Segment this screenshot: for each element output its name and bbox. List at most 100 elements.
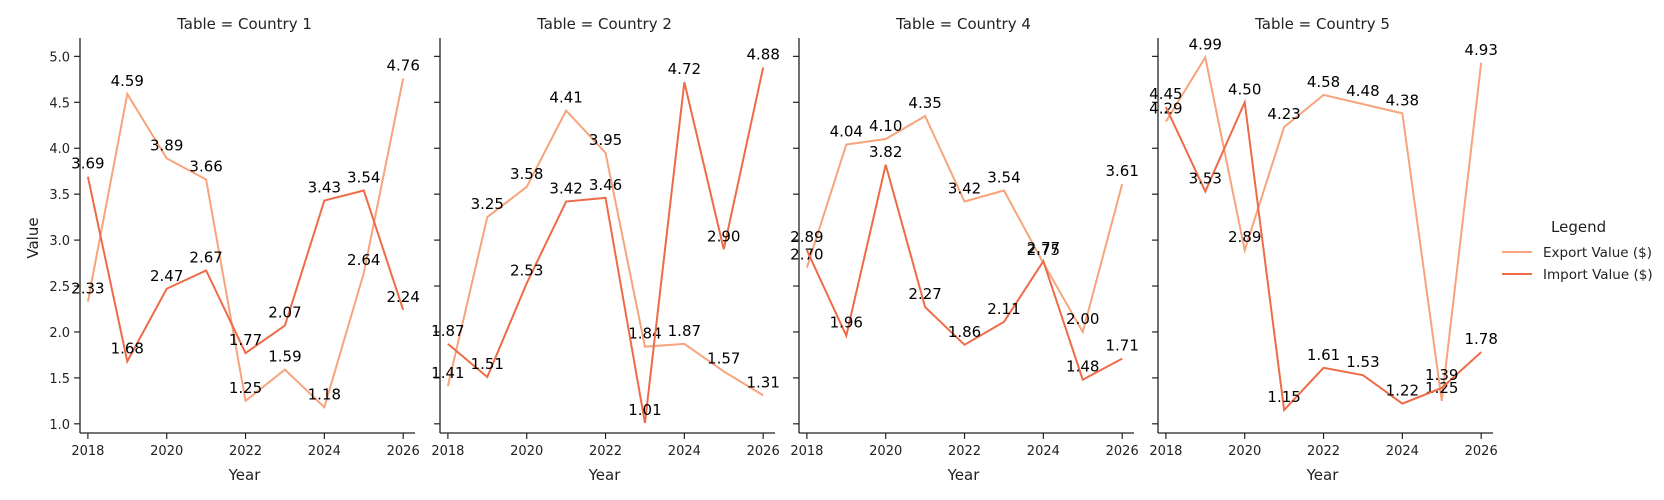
series-line-import-value bbox=[86, 176, 405, 365]
data-label: 1.22 bbox=[1386, 382, 1419, 400]
panel-2: Table = Country 2 2018 2020 2022 2024 2026 Yea… bbox=[431, 15, 780, 484]
data-label: 2.67 bbox=[189, 248, 222, 266]
data-label: 3.95 bbox=[589, 131, 622, 149]
y-tick-label: 3.5 bbox=[49, 188, 70, 203]
data-label: 1.01 bbox=[628, 401, 661, 419]
data-label: 1.48 bbox=[1066, 358, 1099, 376]
legend-entry-label: Import Value ($) bbox=[1543, 267, 1653, 283]
data-label: 1.39 bbox=[1425, 366, 1458, 384]
data-label: 1.68 bbox=[111, 339, 144, 357]
data-label: 1.61 bbox=[1307, 346, 1340, 364]
data-label: 2.89 bbox=[790, 228, 823, 246]
data-label: 2.00 bbox=[1066, 310, 1099, 328]
data-label: 2.33 bbox=[71, 280, 104, 298]
panel-title: Table = Country 1 bbox=[176, 15, 312, 33]
data-label: 4.04 bbox=[830, 123, 863, 141]
data-label: 4.59 bbox=[111, 72, 144, 90]
x-tick-label: 2020 bbox=[869, 444, 902, 459]
data-label: 3.43 bbox=[308, 179, 341, 197]
data-label: 1.71 bbox=[1105, 337, 1138, 355]
data-label: 1.87 bbox=[431, 322, 464, 340]
data-label: 3.54 bbox=[987, 168, 1020, 186]
data-label: 1.18 bbox=[308, 385, 341, 403]
data-label: 2.77 bbox=[1027, 239, 1060, 257]
y-tick-label: 4.0 bbox=[49, 142, 70, 157]
x-tick-label: 2026 bbox=[747, 444, 780, 459]
data-label: 4.35 bbox=[908, 94, 941, 112]
x-tick-label: 2018 bbox=[1149, 444, 1182, 459]
data-label: 3.61 bbox=[1105, 162, 1138, 180]
x-tick-label: 2020 bbox=[1228, 444, 1261, 459]
x-tick-label: 2024 bbox=[1027, 444, 1060, 459]
data-label: 4.72 bbox=[668, 60, 701, 78]
panel-4: Table = Country 5 2018 2020 2022 2024 2026 Yea… bbox=[1149, 15, 1498, 484]
legend-title: Legend bbox=[1551, 218, 1606, 236]
data-label: 2.64 bbox=[347, 251, 380, 269]
data-label: 4.45 bbox=[1149, 85, 1182, 103]
data-label: 1.57 bbox=[707, 349, 740, 367]
data-label: 2.07 bbox=[268, 304, 301, 322]
data-label: 3.89 bbox=[150, 136, 183, 154]
x-tick-label: 2022 bbox=[229, 444, 262, 459]
data-label: 1.84 bbox=[628, 325, 661, 343]
data-label: 4.88 bbox=[746, 45, 779, 63]
x-tick-label: 2022 bbox=[1307, 444, 1340, 459]
data-label: 1.78 bbox=[1464, 330, 1497, 348]
series-line-export-value bbox=[805, 114, 1124, 335]
x-tick-label: 2018 bbox=[431, 444, 464, 459]
y-axis-label: Value bbox=[24, 217, 42, 258]
data-label: 1.77 bbox=[229, 331, 262, 349]
data-label: 3.25 bbox=[471, 195, 504, 213]
series-line-export-value bbox=[86, 78, 405, 410]
x-tick-label: 2020 bbox=[510, 444, 543, 459]
data-label: 1.25 bbox=[229, 379, 262, 397]
data-label: 2.89 bbox=[1228, 228, 1261, 246]
x-tick-label: 2026 bbox=[387, 444, 420, 459]
data-label: 4.76 bbox=[386, 56, 419, 74]
data-label: 2.75 bbox=[1027, 241, 1060, 259]
legend: Legend Export Value ($) Import Value ($) bbox=[1502, 218, 1653, 283]
panel-title: Table = Country 5 bbox=[1254, 15, 1390, 33]
data-label: 3.82 bbox=[869, 143, 902, 161]
x-tick-label: 2020 bbox=[150, 444, 183, 459]
y-tick-label: 1.0 bbox=[49, 418, 70, 433]
data-label: 1.59 bbox=[268, 348, 301, 366]
x-tick-label: 2018 bbox=[71, 444, 104, 459]
data-label: 1.51 bbox=[471, 355, 504, 373]
y-tick-label: 2.0 bbox=[49, 326, 70, 341]
data-label: 4.41 bbox=[549, 89, 582, 107]
x-axis-label: Year bbox=[947, 466, 981, 484]
data-label: 1.86 bbox=[948, 323, 981, 341]
data-label: 1.31 bbox=[746, 373, 779, 391]
data-label: 4.48 bbox=[1346, 82, 1379, 100]
series-line-export-value bbox=[446, 108, 764, 397]
y-tick-label: 5.0 bbox=[49, 50, 70, 65]
data-label: 2.70 bbox=[790, 246, 823, 264]
data-label: 3.66 bbox=[189, 157, 222, 175]
data-label: 4.58 bbox=[1307, 73, 1340, 91]
data-label: 2.47 bbox=[150, 267, 183, 285]
series-line-export-value bbox=[1165, 54, 1483, 401]
series-line-import-value bbox=[1164, 98, 1482, 413]
data-label: 3.69 bbox=[71, 155, 104, 173]
x-tick-label: 2026 bbox=[1465, 444, 1498, 459]
data-label: 4.10 bbox=[869, 117, 902, 135]
data-label: 4.50 bbox=[1228, 80, 1261, 98]
panel-title: Table = Country 2 bbox=[536, 15, 672, 33]
data-label: 3.46 bbox=[589, 176, 622, 194]
x-tick-label: 2022 bbox=[589, 444, 622, 459]
panel-1: Table = Country 1 1.0 1.5 2.0 2.5 3.0 3.5 4.0 4.… bbox=[24, 15, 420, 484]
x-axis-label: Year bbox=[588, 466, 622, 484]
data-label: 1.87 bbox=[668, 322, 701, 340]
data-label: 1.96 bbox=[830, 314, 863, 332]
data-label: 3.42 bbox=[549, 180, 582, 198]
data-label: 2.53 bbox=[510, 261, 543, 279]
x-tick-label: 2018 bbox=[790, 444, 823, 459]
data-label: 2.90 bbox=[707, 227, 740, 245]
panel-title: Table = Country 4 bbox=[895, 15, 1031, 33]
data-label: 2.24 bbox=[386, 288, 419, 306]
x-tick-label: 2022 bbox=[948, 444, 981, 459]
y-tick-label: 3.0 bbox=[49, 234, 70, 249]
data-label: 1.15 bbox=[1267, 388, 1300, 406]
